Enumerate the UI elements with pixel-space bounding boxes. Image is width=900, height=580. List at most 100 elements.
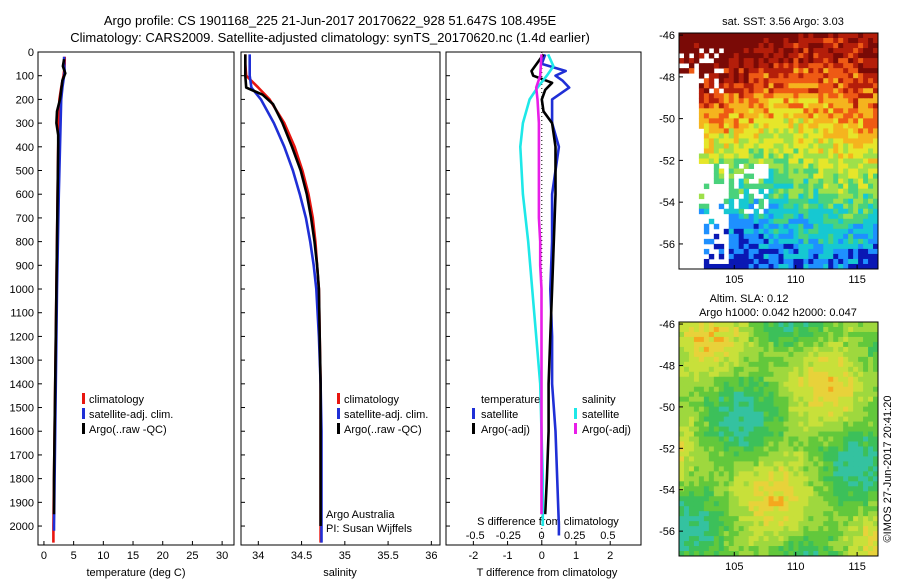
heatmap-cell (723, 326, 730, 333)
heatmap-cell (798, 253, 804, 260)
heatmap-cell (788, 361, 794, 368)
heatmap-cell (843, 481, 849, 487)
heatmap-cell (868, 63, 874, 69)
heatmap-cell (733, 113, 740, 119)
heatmap-cell (788, 516, 794, 522)
heatmap-cell (833, 411, 839, 417)
heatmap-cell (683, 48, 690, 54)
heatmap-cell (808, 73, 814, 79)
heatmap-cell (843, 248, 849, 255)
heatmap-cell (853, 58, 859, 64)
heatmap-cell (773, 93, 779, 99)
heatmap-cell (679, 351, 685, 358)
heatmap-cell (768, 406, 774, 413)
heatmap-cell (783, 411, 789, 417)
heatmap-cell (808, 536, 814, 542)
heatmap-cell (738, 148, 745, 154)
heatmap-cell (848, 451, 854, 457)
heatmap-cell (748, 426, 755, 432)
heatmap-cell (823, 356, 829, 363)
heatmap-cell (703, 526, 710, 532)
heatmap-cell (703, 326, 710, 333)
heatmap-cell (733, 258, 740, 265)
heatmap-cell (843, 188, 849, 195)
heatmap-cell (793, 108, 799, 114)
depth-tick-label: 1900 (10, 497, 34, 509)
heatmap-cell (858, 446, 864, 452)
x-tick-label: 0 (539, 550, 545, 562)
heatmap-cell (713, 103, 720, 109)
heatmap-cell (748, 68, 755, 74)
heatmap-cell (718, 521, 725, 527)
heatmap-cell (728, 88, 735, 94)
heatmap-cell (718, 138, 725, 144)
heatmap-cell (818, 228, 824, 235)
heatmap-cell (853, 228, 859, 235)
heatmap-cell (708, 78, 715, 84)
heatmap-cell (733, 496, 740, 502)
heatmap-cell (703, 123, 710, 129)
heatmap-cell (868, 248, 874, 255)
heatmap-cell (803, 178, 809, 185)
heatmap-cell (679, 551, 685, 557)
heatmap-cell (753, 406, 760, 413)
heatmap-cell (818, 48, 824, 54)
heatmap-cell (768, 263, 774, 270)
heatmap-cell (723, 451, 730, 457)
heatmap-cell (758, 336, 764, 343)
heatmap-cell (843, 541, 849, 547)
heatmap-cell (863, 153, 869, 159)
heatmap-cell (738, 441, 745, 447)
heatmap-cell (688, 396, 695, 403)
heatmap-cell (733, 243, 740, 250)
heatmap-cell (728, 411, 735, 417)
heatmap-cell (778, 238, 784, 245)
heatmap-cell (813, 421, 819, 427)
heatmap-cell (733, 371, 740, 378)
heatmap-cell (778, 148, 784, 154)
heatmap-cell (723, 396, 730, 403)
heatmap-cell (833, 391, 839, 398)
heatmap-cell (723, 391, 730, 398)
heatmap-cell (828, 346, 834, 353)
heatmap-cell (868, 526, 874, 532)
heatmap-cell (788, 238, 794, 245)
heatmap-cell (793, 471, 799, 477)
heatmap-cell (768, 546, 774, 552)
heatmap-cell (738, 322, 745, 328)
heatmap-cell (848, 322, 854, 328)
heatmap-cell (838, 526, 844, 532)
heatmap-cell (863, 108, 869, 114)
heatmap-cell (743, 238, 750, 245)
heatmap-cell (723, 536, 730, 542)
heatmap-cell (818, 173, 824, 180)
heatmap-cell (813, 98, 819, 104)
heatmap-cell (713, 386, 720, 393)
heatmap-cell (683, 33, 690, 39)
heatmap-cell (738, 426, 745, 432)
heatmap-cell (818, 441, 824, 447)
heatmap-cell (698, 536, 705, 542)
heatmap-cell (698, 33, 705, 39)
heatmap-cell (873, 451, 879, 457)
heatmap-cell (679, 496, 685, 502)
heatmap-cell (803, 43, 809, 49)
heatmap-cell (833, 173, 839, 180)
heatmap-cell (708, 436, 715, 442)
heatmap-cell (728, 521, 735, 527)
heatmap-cell (803, 336, 809, 343)
heatmap-cell (788, 33, 794, 39)
heatmap-cell (763, 178, 769, 185)
heatmap-cell (773, 456, 779, 462)
heatmap-cell (833, 53, 839, 59)
heatmap-cell (823, 223, 829, 230)
heatmap-cell (713, 58, 720, 64)
heatmap-cell (808, 143, 814, 149)
heatmap-cell (753, 108, 760, 114)
heatmap-cell (873, 33, 879, 39)
heatmap-cell (853, 188, 859, 195)
heatmap-cell (788, 163, 794, 169)
heatmap-cell (718, 98, 725, 104)
heatmap-cell (788, 138, 794, 144)
heatmap-cell (713, 521, 720, 527)
